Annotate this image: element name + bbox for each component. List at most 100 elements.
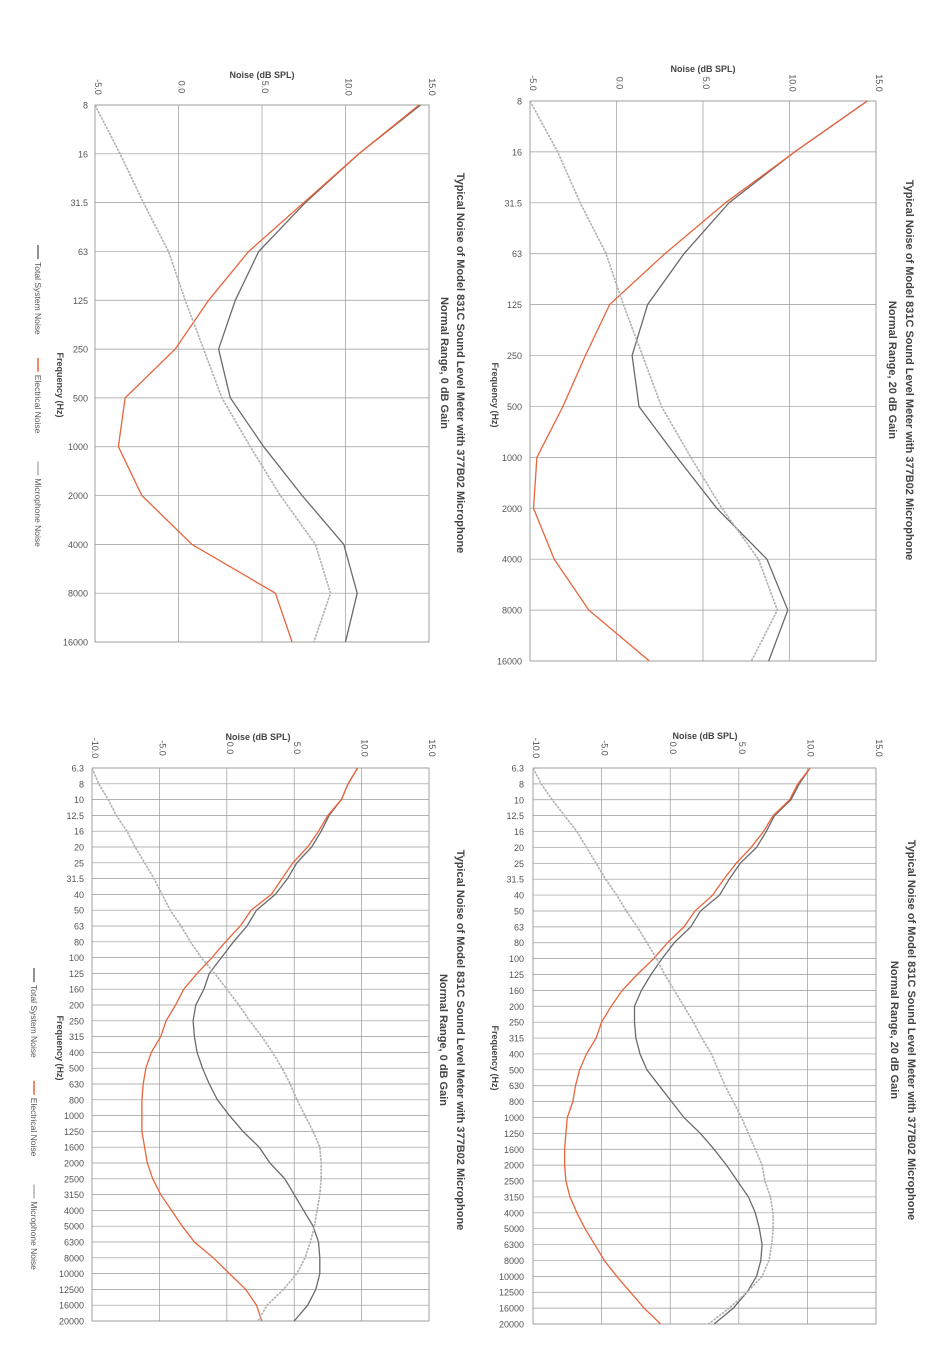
series-line-microphone (529, 100, 779, 662)
x-tick-label: 20 (74, 843, 84, 853)
chart-panel-top-right: 8 16 31.5 63 125 250 500 1000 2000 4000 8000 16000 -… (480, 50, 950, 690)
x-tick-label: 1250 (504, 1129, 524, 1139)
x-tick-label: 16000 (497, 657, 522, 667)
chart-title: Typical Noise of Model 831C Sound Level … (905, 840, 917, 1221)
y-tick-label: 10.0 (344, 78, 354, 96)
x-tick-label: 1000 (68, 442, 88, 452)
y-tick-label: 15.0 (874, 74, 884, 92)
x-tick-label: 8 (519, 779, 524, 789)
x-tick-label: 16000 (59, 1301, 84, 1311)
chart-root: 6.3 8 10 12.5 16 20 25 31.5 40 50 63 80 100 125 160 200… (490, 731, 917, 1330)
x-tick-label: 400 (69, 1048, 84, 1058)
y-tick-label: -5.0 (600, 740, 610, 756)
x-tick-label: 31.5 (506, 875, 524, 885)
series-line-microphone (532, 767, 774, 1325)
x-tick-label: 63 (78, 247, 88, 257)
x-tick-label: 8000 (68, 589, 88, 599)
x-tick-label: 500 (73, 393, 88, 403)
x-tick-label: 630 (69, 1080, 84, 1090)
y-tick-label: 0.0 (668, 742, 678, 755)
x-tick-label: 20000 (499, 1320, 524, 1330)
series-line-total (217, 104, 422, 643)
x-tick-label: 100 (69, 953, 84, 963)
x-tick-label: 8000 (64, 1253, 84, 1263)
x-tick-label: 200 (69, 1001, 84, 1011)
x-tick-label: 2000 (502, 504, 522, 514)
y-tick-label: -5.0 (93, 79, 103, 95)
x-tick-label: 125 (509, 970, 524, 980)
y-tick-label: 0.0 (225, 742, 235, 755)
x-tick-label: 20 (514, 843, 524, 853)
x-tick-label: 12500 (59, 1285, 84, 1295)
x-tick-label: 630 (509, 1081, 524, 1091)
x-tick-label: 63 (74, 922, 84, 932)
x-tick-label: 8000 (504, 1256, 524, 1266)
chart-root: 6.3 8 10 12.5 16 20 25 31.5 40 50 63 80 100 125 160 200… (29, 732, 466, 1327)
x-tick-label: 4000 (504, 1208, 524, 1218)
x-tick-label: 63 (514, 922, 524, 932)
x-tick-label: 20000 (59, 1317, 84, 1327)
x-tick-label: 12.5 (506, 811, 524, 821)
plot-area (91, 767, 430, 1322)
series-line-electrical (563, 767, 811, 1325)
chart-subtitle: Normal Range, 20 dB Gain (888, 961, 900, 1099)
y-axis-title: Noise (dB SPL) (229, 70, 294, 80)
chart-root: 8 16 31.5 63 125 250 500 1000 2000 4000 8000 16000 -… (490, 64, 915, 667)
x-tick-label: 31.5 (504, 198, 522, 208)
series-line-microphone (91, 767, 322, 1322)
x-tick-label: 400 (509, 1049, 524, 1059)
x-tick-label: 250 (69, 1016, 84, 1026)
y-axis-title: Noise (dB SPL) (670, 64, 735, 74)
y-tick-label: -5.0 (157, 740, 167, 756)
x-tick-label: 125 (73, 296, 88, 306)
x-tick-label: 160 (509, 986, 524, 996)
x-tick-label: 3150 (64, 1190, 84, 1200)
x-tick-label: 250 (509, 1018, 524, 1028)
chart-bottom-left: 6.3 8 10 12.5 16 20 25 31.5 40 50 63 80 100 125 160 200… (29, 732, 466, 1327)
x-tick-label: 6.3 (511, 764, 524, 774)
legend-label: Microphone Noise (29, 1201, 39, 1270)
x-tick-label: 500 (509, 1065, 524, 1075)
plot-area (532, 767, 877, 1325)
series-line-total (192, 767, 359, 1322)
x-tick-label: 31.5 (70, 198, 88, 208)
legend: Total System Noise Electrical Noise Microp… (33, 245, 43, 547)
x-tick-label: 2500 (504, 1177, 524, 1187)
chart-panel-bottom-right: 6.3 8 10 12.5 16 20 25 31.5 40 50 63 80 100 125 160 200… (480, 710, 950, 1369)
x-tick-label: 8 (79, 779, 84, 789)
x-tick-label: 6.3 (71, 764, 84, 774)
legend-label: Total System Noise (29, 985, 39, 1058)
series-line-total (631, 100, 868, 662)
legend-label: Electrical Noise (29, 1098, 39, 1157)
x-tick-label: 1250 (64, 1127, 84, 1137)
x-tick-label: 40 (514, 891, 524, 901)
x-tick-label: 10000 (499, 1272, 524, 1282)
x-tick-label: 1000 (502, 453, 522, 463)
legend-label: Electrical Noise (33, 375, 43, 434)
x-tick-label: 2500 (64, 1174, 84, 1184)
x-tick-label: 160 (69, 985, 84, 995)
y-tick-label: 5.0 (292, 742, 302, 755)
y-tick-label: 0.0 (177, 81, 187, 94)
chart-title: Typical Noise of Model 831C Sound Level … (903, 180, 915, 561)
x-tick-label: 3150 (504, 1192, 524, 1202)
y-tick-label: 10.0 (788, 74, 798, 92)
chart-root: 8 16 31.5 63 125 250 500 1000 2000 4000 8000 16000 -… (33, 70, 466, 648)
x-tick-label: 50 (514, 906, 524, 916)
chart-bottom-right: 6.3 8 10 12.5 16 20 25 31.5 40 50 63 80 100 125 160 200… (490, 731, 917, 1330)
x-tick-label: 16 (78, 149, 88, 159)
series-line-electrical (141, 767, 359, 1322)
y-tick-label: 10.0 (805, 739, 815, 757)
chart-top-right: 8 16 31.5 63 125 250 500 1000 2000 4000 8000 16000 -… (490, 64, 915, 667)
x-tick-label: 2000 (68, 491, 88, 501)
x-axis-title: Frequency (Hz) (490, 362, 500, 427)
x-tick-label: 200 (509, 1002, 524, 1012)
series-line-microphone (94, 104, 332, 643)
x-tick-label: 31.5 (66, 874, 84, 884)
x-tick-label: 2000 (504, 1161, 524, 1171)
y-tick-label: 15.0 (874, 739, 884, 757)
y-tick-label: -10.0 (531, 738, 541, 759)
x-tick-label: 1000 (64, 1111, 84, 1121)
x-tick-label: 800 (509, 1097, 524, 1107)
x-tick-label: 16 (512, 147, 522, 157)
